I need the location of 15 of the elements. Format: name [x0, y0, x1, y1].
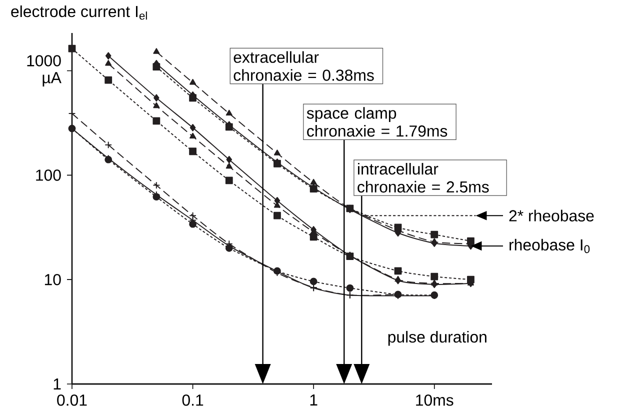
ref-line-label: space clamp chronaxie = 1.79ms	[306, 107, 448, 137]
annotation: rheobase I$_{0}$	[510, 238, 590, 254]
x-tick-label: 10ms	[416, 394, 454, 406]
y-tick-label: 1000 µA	[27, 55, 62, 86]
y-axis-title: electrode current I$_{el}$	[11, 5, 147, 20]
ref-line-label: extracellular chronaxie = 0.38ms	[234, 51, 374, 81]
ref-line-label: intracellular chronaxie = 2.5ms	[358, 162, 489, 193]
x-axis-title: pulse duration	[388, 330, 486, 346]
x-tick-label: 0.01	[57, 394, 87, 406]
y-tick-label: 100	[36, 170, 61, 181]
annotation: 2* rheobase	[509, 210, 594, 222]
x-tick-label: 0.1	[182, 394, 204, 406]
x-tick-label: 1	[310, 394, 318, 406]
y-tick-label: 10	[44, 274, 61, 286]
y-tick-label: 1	[54, 378, 61, 390]
